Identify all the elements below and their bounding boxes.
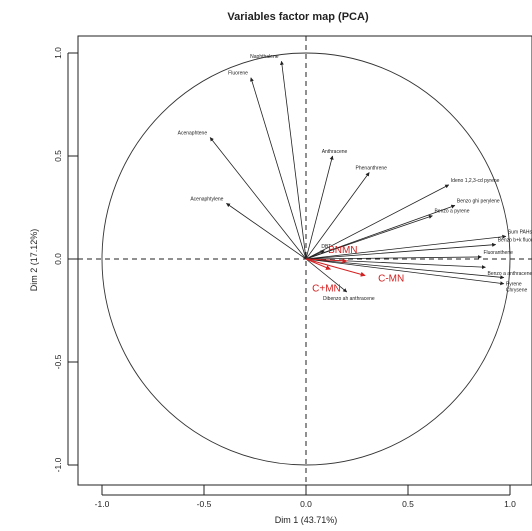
variable-arrow <box>305 155 334 260</box>
highlighted-variables-group: BNMN C-MN C+MN <box>305 245 404 294</box>
variable-label: Pyrene <box>506 282 522 288</box>
x-axis-label: Dim 1 (43.71%) <box>275 515 338 525</box>
variable-label: Dibenzo ah anthracene <box>323 296 375 302</box>
x-tick-label: 0.5 <box>402 499 414 509</box>
variable-arrow <box>305 172 370 260</box>
highlight-arrow <box>305 258 331 270</box>
variable-arrow <box>305 258 505 286</box>
variables-group: Naphthalene Fluorene Acenaphtene Acenaphtyl… <box>178 54 532 302</box>
variable-arrow <box>305 250 325 260</box>
y-tick-label: -0.5 <box>53 354 63 369</box>
variable-arrow <box>305 234 507 260</box>
circle-group <box>101 52 511 466</box>
y-tick-label: 1.0 <box>53 47 63 59</box>
variable-arrow <box>209 137 307 260</box>
variable-arrow <box>250 77 307 260</box>
highlight-arrow <box>305 258 366 277</box>
variable-label: Anthracene <box>322 149 348 155</box>
variable-arrow <box>279 60 307 260</box>
x-tick-label: 1.0 <box>504 499 516 509</box>
variable-label: Benzo ghi perylene <box>457 198 500 204</box>
highlight-label: C-MN <box>378 273 404 284</box>
variable-arrow <box>226 203 307 260</box>
y-tick-label: 0.5 <box>53 150 63 162</box>
highlight-arrow <box>305 258 348 264</box>
variable-label: Fluorene <box>228 71 248 77</box>
variable-label: Phenanthrene <box>356 165 388 171</box>
variable-label: Ideno 1,2,3-cd pyrene <box>451 178 500 184</box>
variable-label: Fluoranthene <box>483 250 513 256</box>
variable-label: Chrysene <box>506 288 528 294</box>
highlight-label: C+MN <box>312 283 341 294</box>
correlation-circle <box>101 52 511 466</box>
variable-label: Naphthalene <box>250 54 279 60</box>
variable-arrow <box>305 254 482 260</box>
plot-area-frame <box>77 35 532 486</box>
x-tick-label: -0.5 <box>197 499 212 509</box>
variable-arrow <box>305 258 505 280</box>
variable-label: Benzo a pyrene <box>434 209 469 215</box>
variable-label: DBT <box>321 244 331 250</box>
variable-label: Acenaphtylene <box>190 196 223 202</box>
x-tick-label: -1.0 <box>95 499 110 509</box>
y-tick-label: 0.0 <box>53 253 63 265</box>
x-tick-label: 0.0 <box>300 499 312 509</box>
variable-arrow <box>305 204 456 260</box>
variable-arrow <box>305 242 497 260</box>
chart-title: Variables factor map (PCA) <box>227 11 369 23</box>
variable-arrow <box>305 184 450 260</box>
variable-arrow <box>305 215 433 260</box>
y-axis-label: Dim 2 (17.12%) <box>29 229 39 292</box>
variable-label: Acenaphtene <box>178 130 208 136</box>
variable-label: Benzo b+k fluoranthene <box>498 238 532 244</box>
highlight-label: BNMN <box>328 245 357 256</box>
axes-group: -1.0 -0.5 0.0 0.5 1.0 -1.0 -0.5 0.0 0.5 1.0 <box>53 36 532 509</box>
variable-arrow <box>305 258 348 293</box>
variable-label: Benzo a anthracene <box>488 271 532 277</box>
y-tick-label: -1.0 <box>53 457 63 472</box>
variable-label: Sum PAHs <box>508 229 532 235</box>
